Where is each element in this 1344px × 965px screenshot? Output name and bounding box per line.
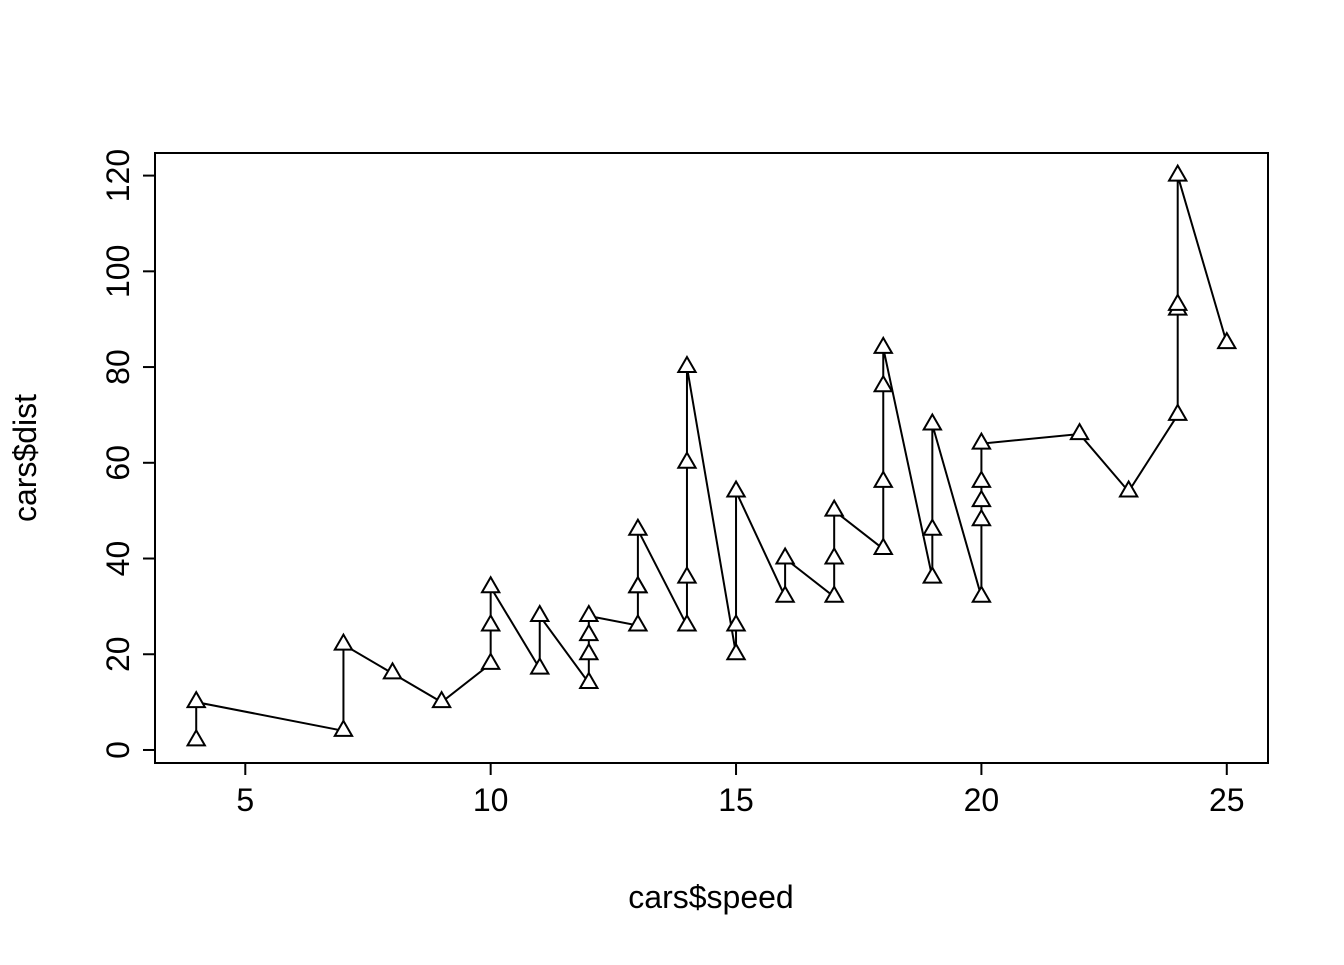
triangle-marker <box>1118 479 1140 498</box>
triangle-marker <box>872 374 894 393</box>
triangle-marker <box>627 613 649 632</box>
y-tick-label: 0 <box>100 741 136 759</box>
triangle-marker <box>676 565 698 584</box>
triangle-marker <box>578 642 600 661</box>
series-line <box>195 175 1228 741</box>
triangle-marker <box>676 613 698 632</box>
y-tick-label: 20 <box>100 636 136 672</box>
triangle-marker <box>529 656 551 675</box>
triangle-marker <box>578 670 600 689</box>
data-series <box>185 163 1238 747</box>
triangle-marker <box>971 508 992 527</box>
y-tick-label: 120 <box>100 149 136 202</box>
triangle-marker <box>971 431 992 450</box>
triangle-marker <box>872 536 894 555</box>
y-tick-label: 60 <box>100 445 136 481</box>
y-axis-title: cars$dist <box>7 394 43 522</box>
x-tick-label: 5 <box>236 782 254 818</box>
triangle-marker <box>382 661 403 680</box>
triangle-marker <box>725 613 747 632</box>
triangle-marker <box>774 584 796 603</box>
x-axis-title: cars$speed <box>628 879 793 915</box>
triangle-marker <box>431 690 452 709</box>
x-tick-label: 25 <box>1209 782 1245 818</box>
triangle-marker <box>971 469 992 488</box>
triangle-marker <box>578 623 600 642</box>
triangle-marker <box>529 603 551 622</box>
y-tick-label: 40 <box>100 541 136 577</box>
triangle-marker <box>921 412 943 431</box>
x-tick-label: 20 <box>964 782 1000 818</box>
triangle-marker <box>921 517 943 536</box>
x-tick-label: 10 <box>473 782 509 818</box>
triangle-marker <box>1216 331 1238 350</box>
triangle-marker <box>1069 422 1090 441</box>
triangle-marker <box>676 355 698 374</box>
triangle-marker <box>823 584 845 603</box>
triangle-marker <box>823 546 845 565</box>
triangle-marker <box>333 632 354 651</box>
triangle-marker <box>185 690 207 709</box>
triangle-marker <box>676 450 698 469</box>
plot-box <box>154 152 1269 764</box>
triangle-marker <box>971 489 992 508</box>
triangle-marker <box>333 718 354 737</box>
x-tick-label: 15 <box>718 782 754 818</box>
triangle-marker <box>1167 163 1189 182</box>
triangle-marker <box>480 651 502 670</box>
triangle-marker <box>1167 292 1189 311</box>
triangle-marker <box>823 498 845 517</box>
triangle-marker <box>971 584 992 603</box>
triangle-marker <box>774 546 796 565</box>
triangle-marker <box>872 469 894 488</box>
triangle-marker <box>480 613 502 632</box>
axes: 5 10 15 20 25 0 20 40 60 80 100 120 <box>100 149 1269 818</box>
triangle-marker <box>725 479 747 498</box>
triangle-marker <box>627 517 649 536</box>
triangle-marker <box>872 335 894 354</box>
triangle-marker <box>1167 402 1189 421</box>
y-tick-label: 100 <box>100 245 136 298</box>
triangle-marker <box>578 603 600 622</box>
triangle-marker <box>921 565 943 584</box>
y-tick-label: 80 <box>100 349 136 385</box>
triangle-marker <box>480 575 502 594</box>
triangle-marker <box>185 728 207 747</box>
triangle-marker <box>725 642 747 661</box>
triangle-marker <box>627 575 649 594</box>
